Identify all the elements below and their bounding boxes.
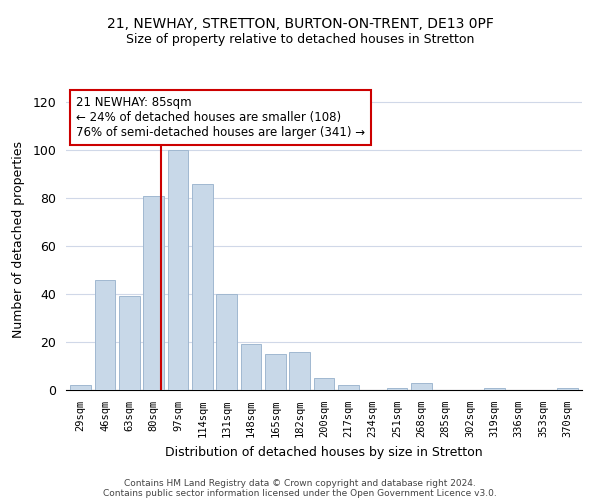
Bar	[411, 383, 432, 390]
Bar	[95, 280, 115, 390]
Bar	[119, 296, 140, 390]
Text: 21, NEWHAY, STRETTON, BURTON-ON-TRENT, DE13 0PF: 21, NEWHAY, STRETTON, BURTON-ON-TRENT, D…	[107, 18, 493, 32]
Text: Contains public sector information licensed under the Open Government Licence v3: Contains public sector information licen…	[103, 488, 497, 498]
Y-axis label: Number of detached properties: Number of detached properties	[13, 142, 25, 338]
Bar	[484, 388, 505, 390]
Text: Contains HM Land Registry data © Crown copyright and database right 2024.: Contains HM Land Registry data © Crown c…	[124, 478, 476, 488]
Bar	[216, 294, 237, 390]
Bar	[70, 385, 91, 390]
Text: Size of property relative to detached houses in Stretton: Size of property relative to detached ho…	[126, 32, 474, 46]
Bar	[143, 196, 164, 390]
Bar	[265, 354, 286, 390]
Bar	[557, 388, 578, 390]
Bar	[167, 150, 188, 390]
X-axis label: Distribution of detached houses by size in Stretton: Distribution of detached houses by size …	[165, 446, 483, 458]
Bar	[314, 378, 334, 390]
Bar	[289, 352, 310, 390]
Text: 21 NEWHAY: 85sqm
← 24% of detached houses are smaller (108)
76% of semi-detached: 21 NEWHAY: 85sqm ← 24% of detached house…	[76, 96, 365, 139]
Bar	[386, 388, 407, 390]
Bar	[192, 184, 212, 390]
Bar	[338, 385, 359, 390]
Bar	[241, 344, 262, 390]
